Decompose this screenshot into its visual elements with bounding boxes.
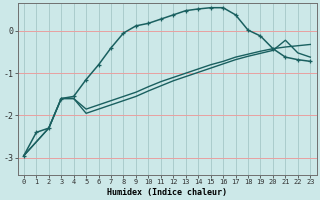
X-axis label: Humidex (Indice chaleur): Humidex (Indice chaleur) [107, 188, 227, 197]
